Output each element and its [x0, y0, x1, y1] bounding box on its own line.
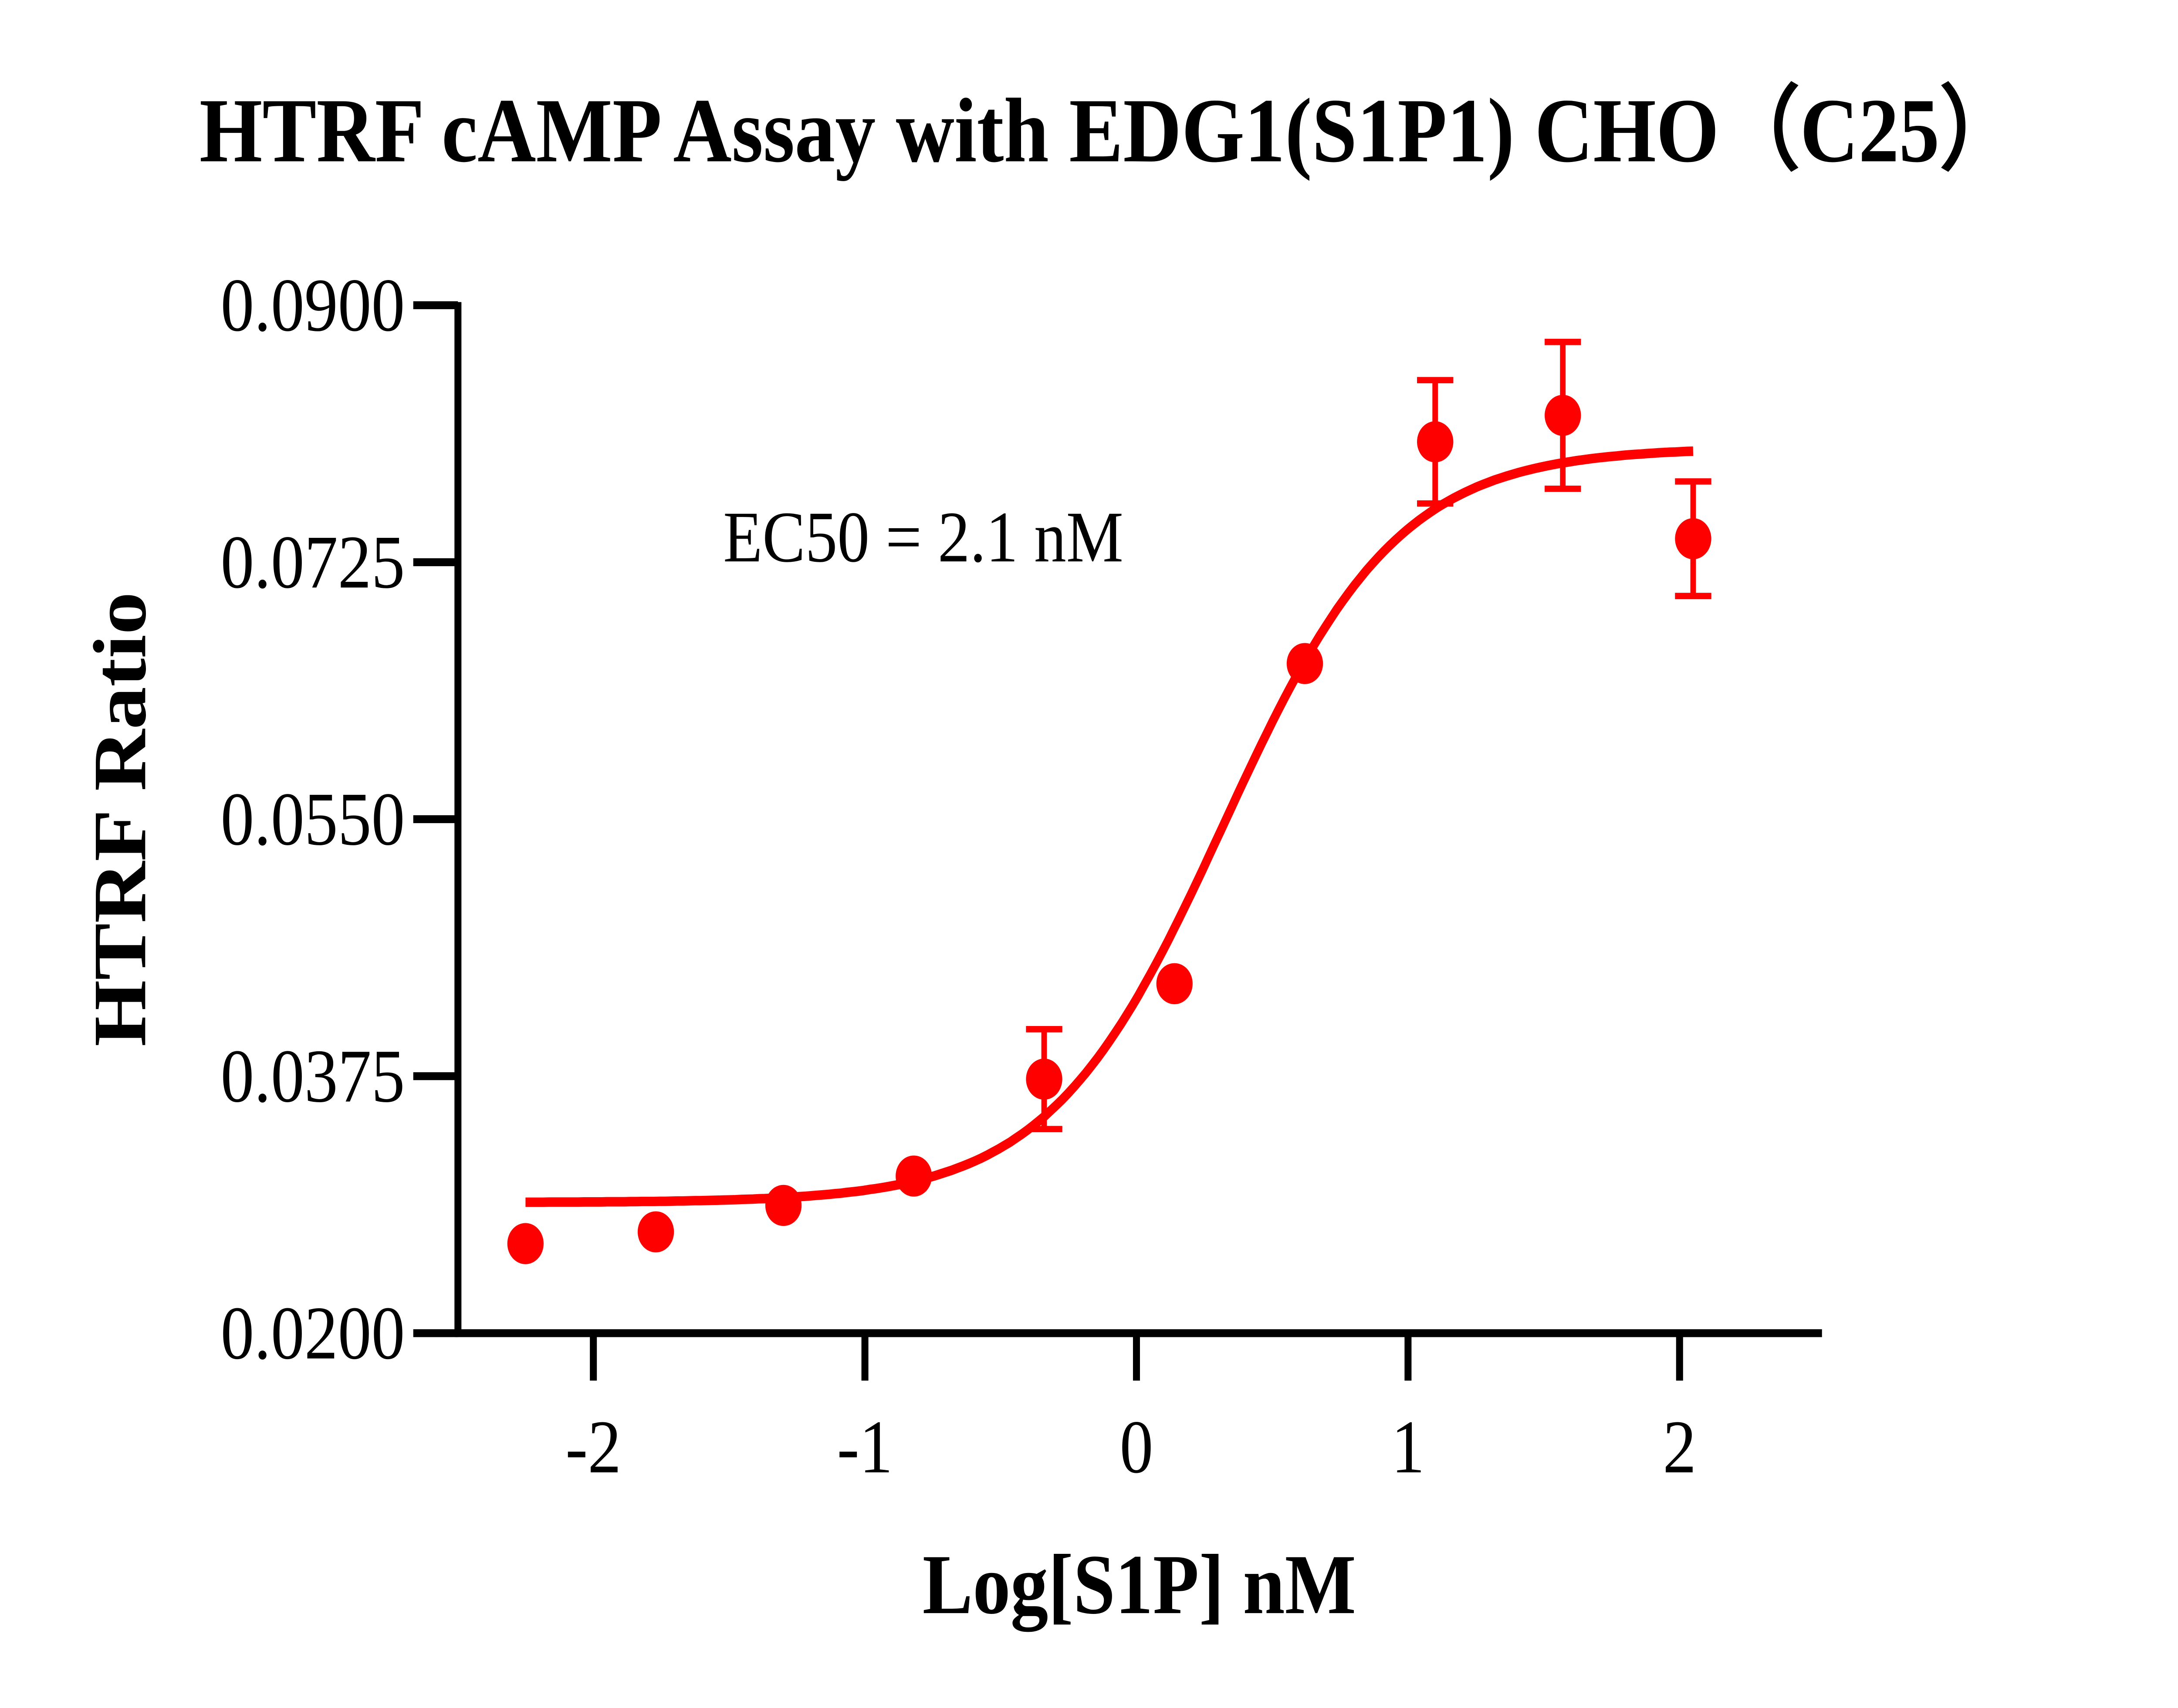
fit-curve [525, 446, 1694, 1207]
y-tick-label: 0.0725 [220, 520, 405, 604]
x-tick-label: 1 [1391, 1405, 1425, 1489]
chart-title: HTRF cAMP Assay with EDG1(S1P1) CHO（C25） [200, 80, 2021, 181]
x-tick-label: -1 [837, 1405, 893, 1489]
y-tick-label: 0.0200 [220, 1291, 405, 1375]
data-point [507, 1223, 544, 1264]
x-tick-label: 2 [1663, 1405, 1696, 1489]
data-point [1675, 518, 1711, 560]
ec50-annotation: EC50 = 2.1 nM [723, 497, 1123, 577]
x-axis-label: Log[S1P] nM [923, 1537, 1356, 1632]
axes: 0.0200 0.0375 0.0550 0.0725 0.0900 -2 -1 0 1 2 [220, 263, 1822, 1489]
data-point [1545, 395, 1581, 436]
x-tick-label: -2 [565, 1405, 621, 1489]
data-marks [507, 338, 1711, 1264]
x-tick-label: 0 [1120, 1405, 1153, 1489]
data-point [1156, 963, 1193, 1004]
data-point [1286, 643, 1323, 684]
y-tick-label: 0.0900 [220, 263, 405, 347]
data-point [1417, 421, 1454, 462]
data-point [1026, 1058, 1062, 1100]
y-tick-label: 0.0375 [220, 1034, 405, 1118]
y-tick-label: 0.0550 [220, 777, 405, 861]
data-point [896, 1155, 932, 1197]
data-point [765, 1185, 802, 1226]
y-axis-label: HTRF Ratio [78, 592, 162, 1046]
data-point [637, 1211, 674, 1252]
